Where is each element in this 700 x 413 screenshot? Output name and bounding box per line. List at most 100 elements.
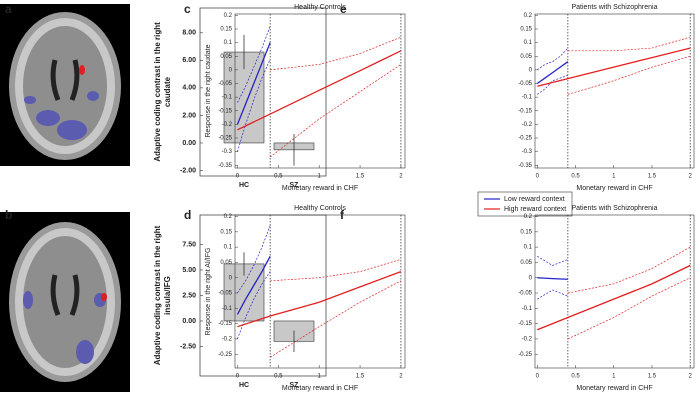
y-tick-label: -0.15 <box>518 321 532 327</box>
plot-frame <box>534 214 695 369</box>
y-tick-label: -0.15 <box>218 108 232 114</box>
confidence-bound <box>237 225 271 294</box>
y-tick-label: -2.50 <box>180 343 196 350</box>
confidence-bound <box>270 36 402 71</box>
y-tick-label: 0.2 <box>224 214 233 220</box>
y-tick-label: -0.1 <box>522 306 533 312</box>
chart-title: Healthy Controls <box>294 205 346 212</box>
confidence-bound <box>237 26 271 103</box>
regression-line <box>537 277 568 280</box>
x-tick-label: 0.5 <box>274 374 283 380</box>
x-tick-label: 1 <box>318 374 322 380</box>
x-axis-label: Monetary reward in CHF <box>576 185 652 192</box>
x-tick-label: 0.5 <box>274 174 283 180</box>
y-tick-label: 0.1 <box>224 40 233 46</box>
y-tick-label: 0 <box>529 275 533 281</box>
x-tick-label: 1.5 <box>648 174 657 180</box>
y-tick-label: 0.2 <box>524 214 533 220</box>
x-tick-label: 2 <box>689 374 693 380</box>
confidence-bound <box>567 55 691 95</box>
y-tick-label: -0.1 <box>522 95 533 101</box>
y-tick-label: 0.15 <box>520 27 532 33</box>
y-tick-label: -0.25 <box>518 136 532 142</box>
regression-line <box>237 50 402 131</box>
chart-title: Healthy Controls <box>294 4 346 11</box>
regression-line <box>236 42 271 125</box>
y-tick-label: -0.3 <box>522 149 533 155</box>
y-tick-label: -0.35 <box>218 163 232 169</box>
x-tick-label: 1 <box>612 174 616 180</box>
confidence-bound <box>537 289 569 300</box>
x-tick-label: 0 <box>536 174 540 180</box>
y-tick-label: -0.3 <box>222 149 233 155</box>
x-axis-label: Monetary reward in CHF <box>576 385 652 392</box>
y-tick-label: 0 <box>529 67 533 73</box>
y-tick-label: 2.00 <box>182 112 196 119</box>
confidence-bound <box>567 36 691 52</box>
panel-label: b <box>5 208 12 222</box>
y-tick-label: 0.05 <box>520 54 532 60</box>
y-tick-label: -0.05 <box>218 81 232 87</box>
y-tick-label: 4.00 <box>182 85 196 92</box>
regression-line <box>537 264 691 331</box>
y-tick-label: -0.1 <box>222 306 233 312</box>
y-tick-label: 0.05 <box>220 260 232 266</box>
y-tick-label: -0.05 <box>218 291 232 297</box>
x-tick-label: 2 <box>689 174 693 180</box>
y-tick-label: -0.25 <box>218 136 232 142</box>
y-tick-label: -0.05 <box>518 81 532 87</box>
panel-label: e <box>340 2 347 16</box>
confidence-bound <box>237 58 271 152</box>
legend-label: High reward context <box>504 206 566 213</box>
x-tick-label: HC <box>239 382 249 389</box>
panel-label: d <box>184 208 191 222</box>
regression-line <box>236 256 271 315</box>
y-axis-label: Adaptive coding contrast in the right <box>153 22 162 162</box>
plot-frame <box>534 13 695 169</box>
chart-title: Patients with Schizophrenia <box>572 4 658 11</box>
x-tick-label: 0.5 <box>571 374 580 380</box>
regression-line <box>537 47 691 87</box>
x-axis-label: Monetary reward in CHF <box>282 185 358 192</box>
brain-image-b <box>0 212 130 392</box>
y-tick-label: 0.05 <box>220 54 232 60</box>
y-tick-label: 0.15 <box>220 27 232 33</box>
y-tick-label: -0.25 <box>218 352 232 358</box>
y-tick-label: -0.25 <box>518 352 532 358</box>
y-tick-label: 0.00 <box>182 140 196 147</box>
legend: Low reward context High reward context <box>477 191 573 217</box>
x-tick-label: SZ <box>290 182 300 189</box>
y-tick-label: 0.1 <box>224 245 233 251</box>
plot-frame <box>199 7 327 177</box>
y-tick-label: 0.05 <box>520 260 532 266</box>
y-tick-label: 8.00 <box>182 30 196 37</box>
y-axis-label: Response in the right caudate <box>205 44 212 137</box>
x-tick-label: 0.5 <box>571 174 580 180</box>
chart-title: Patients with Schizophrenia <box>572 205 658 212</box>
y-tick-label: -0.15 <box>518 108 532 114</box>
confidence-bound <box>537 47 569 71</box>
x-tick-label: 0 <box>236 174 240 180</box>
y-tick-label: -0.15 <box>218 321 232 327</box>
x-tick-label: 0 <box>236 374 240 380</box>
confidence-bound <box>537 256 569 266</box>
y-tick-label: -0.1 <box>222 95 233 101</box>
y-tick-label: 7.50 <box>182 241 196 248</box>
y-tick-label: 0.15 <box>220 229 232 235</box>
y-tick-label: 0 <box>229 275 233 281</box>
y-tick-label: 6.00 <box>182 57 196 64</box>
y-tick-label: 0.1 <box>524 40 533 46</box>
y-axis-label: Response in the right AI/IFG <box>205 248 212 336</box>
confidence-bound <box>270 259 402 282</box>
x-tick-label: 1.5 <box>648 374 657 380</box>
panel-label: c <box>184 2 191 16</box>
x-tick-label: 1 <box>318 174 322 180</box>
plot-frame <box>234 214 406 369</box>
y-tick-label: -0.2 <box>222 122 233 128</box>
y-tick-label: 5.00 <box>182 267 196 274</box>
y-tick-label: 0.15 <box>520 229 532 235</box>
y-axis-label: Adaptive coding contrast in the right <box>153 225 162 365</box>
y-tick-label: 0.00 <box>182 318 196 325</box>
x-tick-label: 1 <box>612 374 616 380</box>
